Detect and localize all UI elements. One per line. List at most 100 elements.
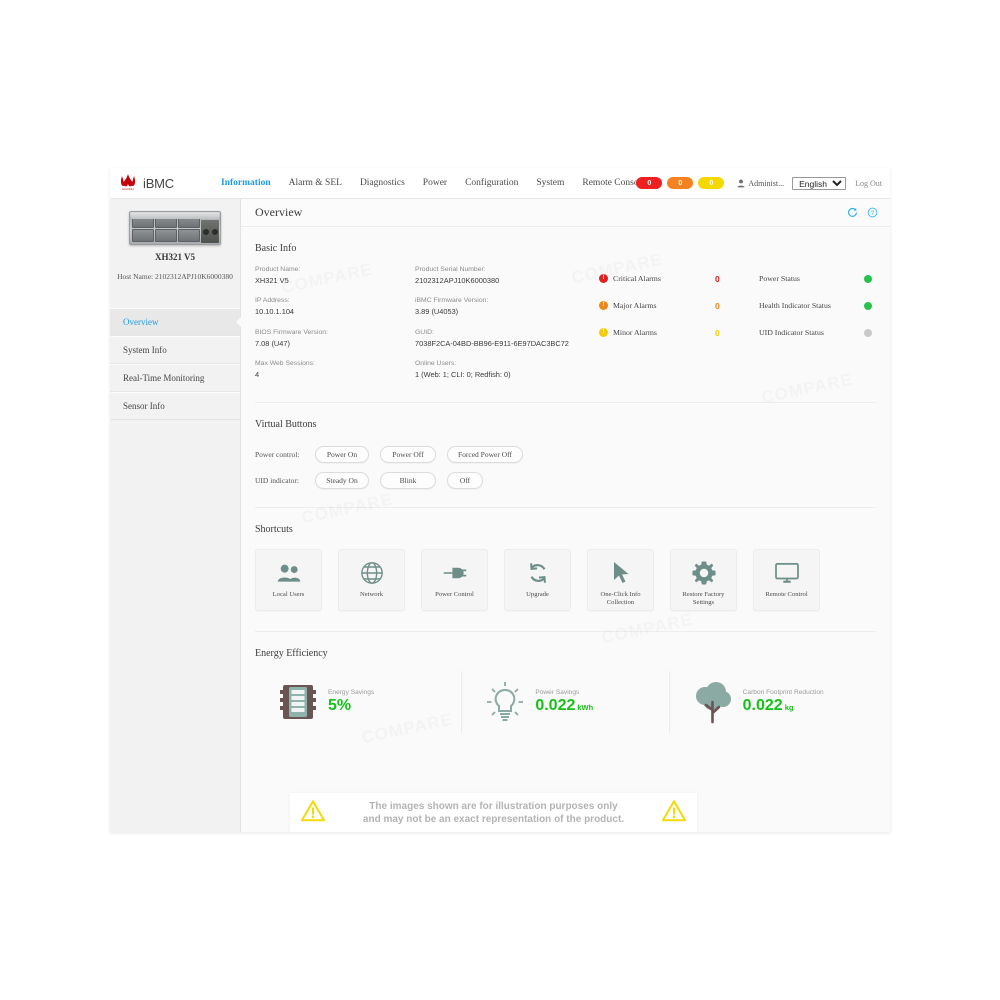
warning-triangle-icon — [661, 799, 687, 828]
shortcut-local-users[interactable]: Local Users — [255, 549, 322, 612]
language-select[interactable]: English 中文 — [792, 176, 847, 190]
field-label: iBMC Firmware Version: — [415, 297, 489, 305]
major-alarm-icon: ! — [599, 301, 608, 310]
field-product-name: Product Name: XH321 V5 — [255, 265, 415, 286]
field-label: Online Users: — [415, 359, 457, 367]
energy-card-carbon-footprint-reduction: Carbon Footprint Reduction 0.022 kg — [668, 671, 876, 734]
section-title-basic-info: Basic Info — [255, 243, 297, 254]
energy-card-value: 0.022 — [535, 696, 576, 714]
alarm-row-critical[interactable]: ! Critical Alarms 0 — [599, 265, 749, 292]
critical-alarm-icon: ! — [599, 274, 608, 283]
brand-area[interactable]: HUAWEI iBMC — [110, 173, 202, 193]
energy-card-value-wrap: 0.022 kg — [743, 697, 824, 715]
main-content: COMPARE COMPARE COMPARE COMPARE COMPARE … — [241, 199, 890, 832]
divider — [255, 507, 876, 509]
uid-steady-on-button[interactable]: Steady On — [315, 472, 369, 490]
basic-info-panel: Product Name: XH321 V5 Product Serial Nu… — [255, 265, 876, 390]
status-label: UID Indicator Status — [759, 328, 824, 337]
lightbulb-icon — [484, 679, 526, 725]
sidebar-menu: Overview System Info Real-Time Monitorin… — [110, 307, 241, 420]
alarm-row-minor[interactable]: ! Minor Alarms 0 — [599, 319, 749, 346]
sidebar-item-overview[interactable]: Overview — [110, 307, 241, 336]
shortcut-upgrade[interactable]: Upgrade — [504, 549, 571, 612]
logout-link[interactable]: Log Out — [855, 178, 882, 188]
uid-blink-button[interactable]: Blink — [380, 472, 436, 490]
current-user[interactable]: Administ... — [737, 179, 784, 188]
shortcut-label: Upgrade — [526, 591, 549, 599]
sidebar-item-system-info[interactable]: System Info — [110, 335, 240, 364]
power-on-button[interactable]: Power On — [315, 446, 369, 464]
window-body: XH321 V5 Host Name: 2102312APJ10K6000380… — [110, 199, 890, 832]
energy-card-value: 0.022 — [742, 696, 783, 714]
virtual-buttons-panel: Power control: Power On Power Off Forced… — [255, 446, 876, 490]
energy-efficiency-panel: Energy Savings 5% — [255, 671, 876, 734]
nav-item-power[interactable]: Power — [422, 178, 448, 188]
refresh-icon[interactable] — [847, 207, 858, 218]
ibmc-brand-label: iBMC — [143, 175, 174, 191]
badge-minor-alarms[interactable]: 0 — [698, 177, 725, 189]
basic-info-row: Product Name: XH321 V5 Product Serial Nu… — [255, 265, 595, 286]
indicator-summary: Power Status Health Indicator Status UID… — [749, 265, 876, 390]
uid-indicator-row: UID indicator: Steady On Blink Off — [255, 472, 876, 490]
forced-power-off-button[interactable]: Forced Power Off — [447, 446, 523, 464]
alarm-count: 0 — [715, 300, 720, 311]
server-model-label: XH321 V5 — [154, 252, 196, 262]
sidebar-item-label: System Info — [123, 344, 167, 355]
field-guid: GUID: 7038F2CA-04BD-BB96-E911-6E97DAC3BC… — [415, 328, 595, 349]
users-icon — [276, 560, 302, 586]
shortcut-label: One-Click Info Collection — [600, 591, 641, 607]
shortcuts-panel: Local Users Network — [255, 549, 876, 612]
shortcut-power-control[interactable]: Power Control — [421, 549, 488, 612]
shortcut-label: Remote Control — [765, 591, 808, 599]
sidebar-item-sensor-info[interactable]: Sensor Info — [110, 391, 240, 420]
tree-icon — [692, 679, 734, 725]
field-label: GUID: — [415, 328, 434, 336]
energy-card-label: Carbon Footprint Reduction — [742, 688, 824, 696]
shortcut-label: Local Users — [272, 591, 305, 599]
shortcut-remote-control[interactable]: Remote Control — [753, 549, 820, 612]
nav-item-diagnostics[interactable]: Diagnostics — [359, 178, 405, 188]
field-value: 1 (Web: 1; CLI: 0; Redfish: 0) — [415, 370, 511, 380]
badge-major-alarms[interactable]: 0 — [667, 177, 694, 189]
energy-card-power-savings: Power Savings 0.022 kWh — [461, 671, 668, 734]
disclaimer-line-2: and may not be an exact representation o… — [362, 814, 625, 825]
status-panel: ! Critical Alarms 0 ! Major Alarms 0 ! — [595, 265, 876, 390]
nav-item-configuration[interactable]: Configuration — [465, 178, 519, 188]
status-label: Power Status — [759, 274, 800, 283]
sidebar-item-real-time-monitoring[interactable]: Real-Time Monitoring — [110, 363, 240, 392]
nav-item-information[interactable]: Information — [221, 178, 271, 188]
shortcut-restore-factory-settings[interactable]: Restore Factory Settings — [670, 549, 737, 612]
minor-alarm-icon: ! — [599, 328, 608, 337]
status-dot-uid — [864, 328, 872, 337]
field-value: 2102312APJ10K6000380 — [415, 276, 500, 286]
huawei-wordmark: HUAWEI — [121, 188, 135, 191]
power-control-row: Power control: Power On Power Off Forced… — [255, 446, 876, 464]
huawei-logo-icon: HUAWEI — [118, 173, 138, 193]
badge-critical-alarms[interactable]: 0 — [636, 177, 663, 189]
help-icon[interactable]: ? — [867, 207, 878, 218]
nav-item-remote-console[interactable]: Remote Console — [582, 178, 646, 188]
top-header: HUAWEI iBMC Information Alarm & SEL Diag… — [110, 168, 890, 199]
energy-card-label: Energy Savings — [328, 688, 375, 696]
status-dot-power — [864, 274, 872, 283]
nav-item-system[interactable]: System — [536, 178, 565, 188]
field-value: 7.08 (U47) — [255, 338, 290, 348]
cursor-arrow-icon — [611, 560, 631, 586]
alarm-row-major[interactable]: ! Major Alarms 0 — [599, 292, 749, 319]
main-nav[interactable]: Information Alarm & SEL Diagnostics Powe… — [212, 178, 654, 188]
nav-item-alarm-sel[interactable]: Alarm & SEL — [288, 178, 342, 188]
user-icon — [737, 179, 745, 188]
field-value: 7038F2CA-04BD-BB96-E911-6E97DAC3BC72 — [415, 338, 569, 348]
field-ibmc-firmware-version: iBMC Firmware Version: 3.89 (U4053) — [415, 296, 595, 317]
shortcut-one-click-info-collection[interactable]: One-Click Info Collection — [587, 549, 654, 612]
power-off-button[interactable]: Power Off — [380, 446, 436, 464]
status-label: Health Indicator Status — [759, 301, 831, 310]
uid-off-button[interactable]: Off — [447, 472, 483, 490]
status-row-uid: UID Indicator Status — [759, 319, 876, 346]
page-title: Overview — [255, 205, 303, 219]
field-label: IP Address: — [255, 297, 290, 305]
shortcut-network[interactable]: Network — [338, 549, 405, 612]
field-value: 4 — [255, 370, 260, 380]
power-control-label: Power control: — [255, 450, 300, 460]
field-label: Product Serial Number: — [415, 266, 486, 273]
